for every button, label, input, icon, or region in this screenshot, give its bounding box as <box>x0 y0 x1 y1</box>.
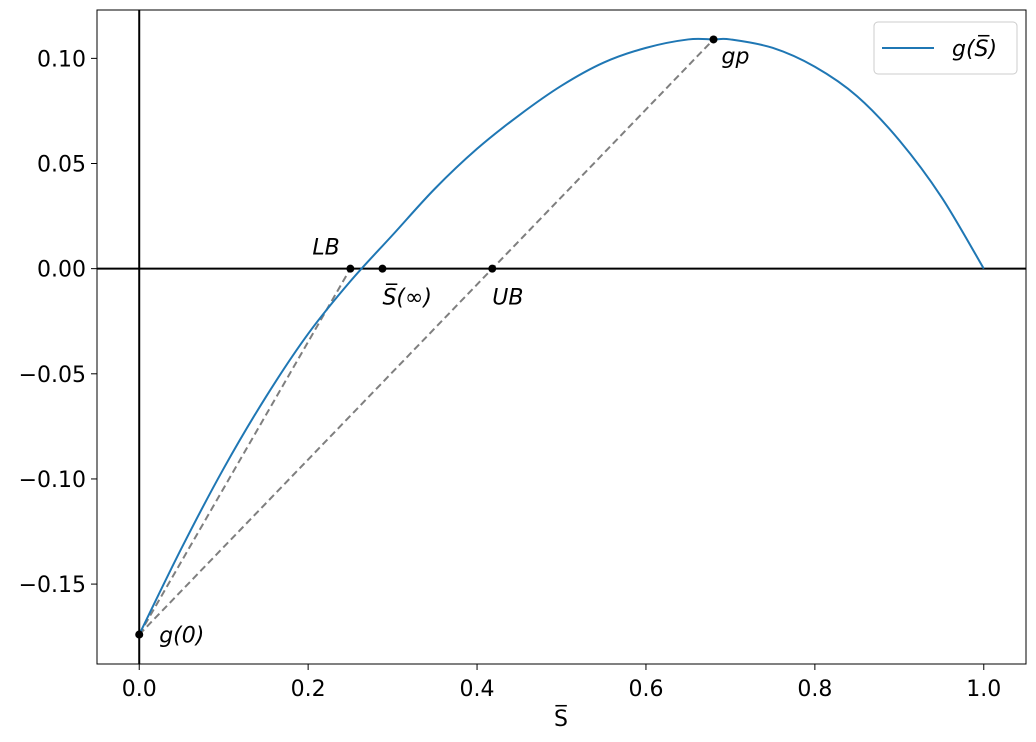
y-tick-label: 0.10 <box>37 47 86 72</box>
x-axis-title-text: S̅ <box>554 705 568 732</box>
x-tick-label: 0.4 <box>460 677 495 702</box>
y-tick-label: −0.10 <box>19 468 86 493</box>
x-tick-label: 0.0 <box>122 677 157 702</box>
marked-points: g(0) LB S̅(∞) UB gp <box>135 35 750 649</box>
x-axis-title: S̅ <box>554 705 568 732</box>
y-tick-label: 0.05 <box>37 153 86 178</box>
x-tick-label: 0.2 <box>291 677 326 702</box>
dashed-segment-0 <box>138 268 352 636</box>
point-marker-0 <box>135 630 144 639</box>
x-axis-ticks: 0.0 0.2 0.4 0.6 0.8 1.0 <box>122 664 1001 702</box>
legend-label: g(S̅) <box>952 35 997 62</box>
dashed-segments <box>138 38 715 636</box>
y-tick-label: −0.05 <box>19 363 86 388</box>
point-label-1: LB <box>312 236 339 261</box>
y-tick-label: −0.15 <box>19 573 86 598</box>
dashed-segment-1 <box>138 38 715 636</box>
plot-frame <box>96 9 1027 665</box>
reference-lines <box>97 10 1026 664</box>
point-label-3: UB <box>492 286 523 311</box>
point-label-2: S̅(∞) <box>382 284 431 311</box>
legend-box <box>873 21 1018 75</box>
y-axis-ticks: 0.10 0.05 0.00 −0.05 −0.10 −0.15 <box>19 47 97 598</box>
point-label-0: g(0) <box>159 624 204 649</box>
legend: g(S̅) <box>873 21 1018 75</box>
point-label-4: gp <box>722 44 750 69</box>
x-tick-label: 1.0 <box>966 677 1001 702</box>
point-marker-1 <box>346 264 355 273</box>
x-tick-label: 0.8 <box>797 677 832 702</box>
point-marker-4 <box>709 35 718 44</box>
y-tick-label: 0.00 <box>37 258 86 283</box>
point-marker-3 <box>488 264 497 273</box>
series-line-g <box>138 37 985 635</box>
x-tick-label: 0.6 <box>628 677 663 702</box>
point-marker-2 <box>378 264 387 273</box>
